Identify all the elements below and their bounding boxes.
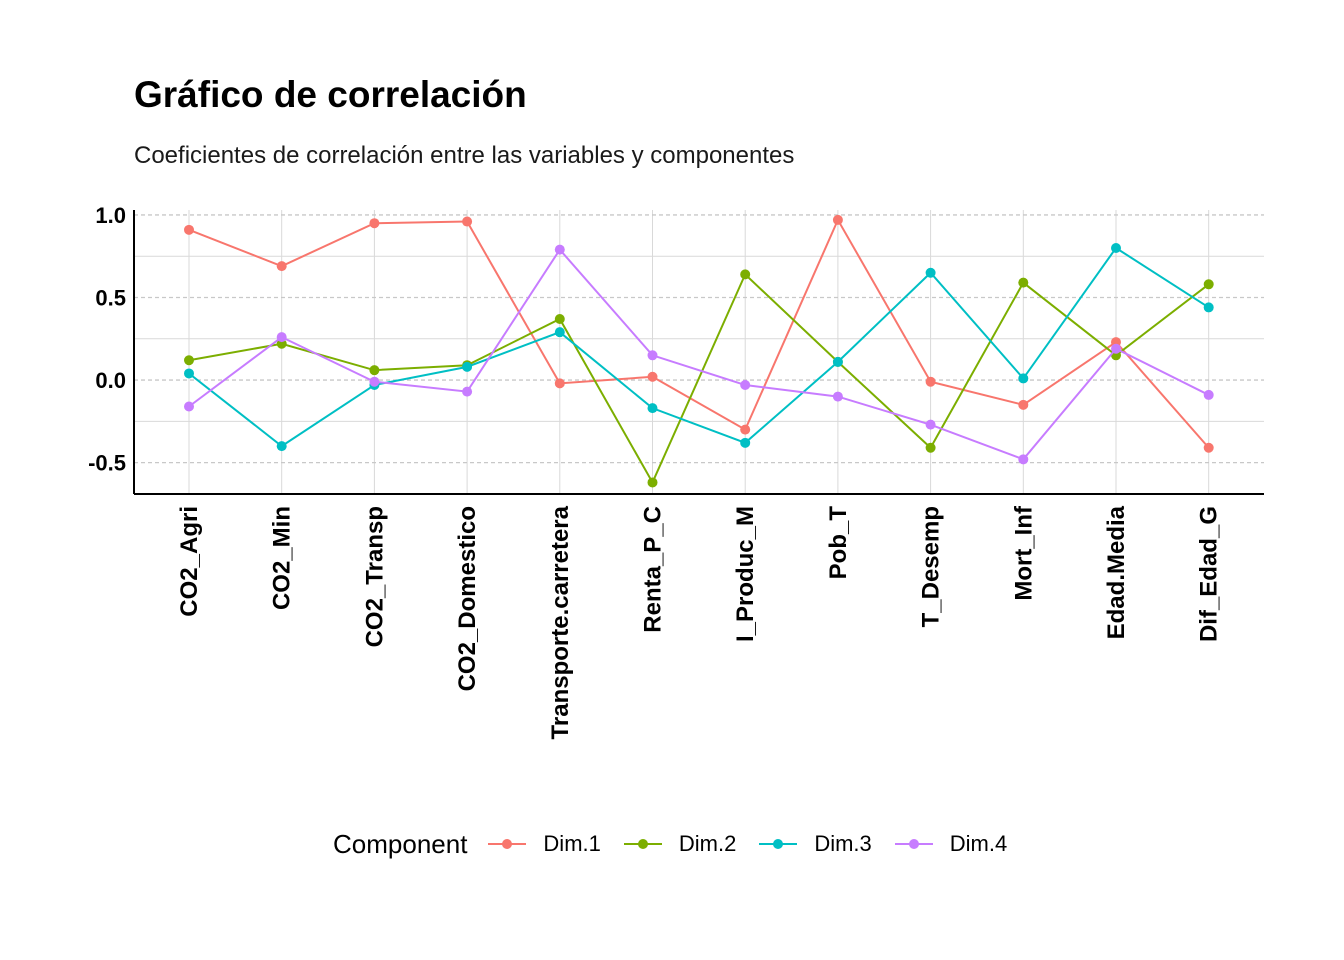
chart-subtitle: Coeficientes de correlación entre las va… bbox=[134, 142, 795, 169]
data-point bbox=[276, 441, 287, 452]
x-tick-label: CO2_Transp bbox=[361, 506, 388, 647]
legend-key bbox=[488, 839, 527, 849]
data-point bbox=[554, 378, 565, 389]
legend-label: Dim.3 bbox=[814, 831, 872, 856]
series-dim-3 bbox=[184, 242, 1214, 452]
y-tick-label: -0.5 bbox=[88, 451, 126, 476]
data-point bbox=[1111, 242, 1121, 253]
data-point bbox=[740, 380, 751, 391]
x-tick-label: T_Desemp bbox=[918, 506, 945, 627]
x-tick-label: Transporte.carretera bbox=[547, 505, 574, 739]
legend-key-point bbox=[502, 839, 513, 849]
data-point bbox=[1018, 399, 1029, 410]
data-point bbox=[369, 218, 380, 229]
x-tick-label: Pob_T bbox=[825, 506, 852, 580]
legend-key-point bbox=[637, 839, 648, 849]
data-point bbox=[740, 424, 751, 435]
axes bbox=[133, 210, 1264, 495]
data-point bbox=[647, 371, 658, 382]
series-line bbox=[188, 272, 1210, 485]
data-point bbox=[276, 261, 287, 272]
data-point bbox=[1018, 277, 1029, 288]
series-line bbox=[188, 247, 1210, 461]
data-point bbox=[554, 327, 565, 338]
data-point bbox=[1203, 389, 1214, 400]
legend-title: Component bbox=[333, 828, 468, 859]
legend-key bbox=[894, 839, 933, 849]
x-tick-label: Mort_Inf bbox=[1010, 505, 1037, 601]
series-dim-4 bbox=[184, 244, 1214, 465]
chart-title: Gráfico de correlación bbox=[134, 74, 527, 115]
legend-key-point bbox=[773, 839, 784, 849]
data-point bbox=[369, 376, 380, 387]
data-point bbox=[462, 216, 473, 227]
data-point bbox=[647, 403, 658, 414]
x-tick-label: Renta_P_C bbox=[640, 506, 667, 633]
data-point bbox=[554, 313, 565, 324]
x-tick-label: CO2_Min bbox=[269, 506, 296, 610]
legend-item: Dim.4 bbox=[892, 831, 1007, 857]
legend-key-point bbox=[908, 839, 919, 849]
data-point bbox=[184, 355, 194, 366]
data-point bbox=[647, 477, 658, 488]
data-point bbox=[369, 365, 380, 376]
grid-lines bbox=[134, 210, 1264, 494]
y-tick-label: 1.0 bbox=[95, 203, 126, 228]
data-point bbox=[647, 350, 658, 361]
legend: Component Dim.1 Dim.2 Dim.3 Dim.4 bbox=[333, 826, 1027, 862]
data-point bbox=[184, 401, 194, 412]
data-point bbox=[1018, 373, 1029, 384]
data-point bbox=[462, 386, 473, 397]
data-point bbox=[740, 437, 751, 448]
x-tick-label: I_Produc_M bbox=[732, 506, 759, 642]
data-point bbox=[184, 224, 194, 235]
series-dim-2 bbox=[184, 269, 1214, 488]
data-point bbox=[925, 376, 936, 387]
legend-item: Dim.1 bbox=[485, 831, 601, 857]
data-point bbox=[1203, 279, 1214, 290]
data-point bbox=[925, 267, 936, 278]
data-point bbox=[832, 356, 843, 367]
data-point bbox=[1111, 343, 1121, 354]
y-tick-label: 0.0 bbox=[95, 368, 126, 393]
data-point bbox=[925, 442, 936, 453]
legend-label: Dim.2 bbox=[678, 831, 737, 856]
legend-item: Dim.3 bbox=[756, 831, 872, 857]
x-tick-label: CO2_Agri bbox=[176, 506, 203, 617]
x-tick-label: CO2_Domestico bbox=[454, 506, 481, 691]
data-point bbox=[462, 361, 473, 372]
data-point bbox=[740, 269, 751, 280]
x-tick-labels: CO2_Agri CO2_Min CO2_Transp CO2_Domestico Tr… bbox=[176, 505, 1223, 739]
legend-key bbox=[759, 839, 798, 849]
x-tick-label: Dif_Edad_G bbox=[1196, 506, 1223, 642]
data-point bbox=[276, 332, 287, 343]
data-point bbox=[1018, 454, 1029, 465]
y-tick-label: 0.5 bbox=[95, 286, 126, 311]
legend-key bbox=[623, 839, 662, 849]
series-line bbox=[188, 217, 1210, 449]
data-point bbox=[1203, 302, 1214, 313]
series-lines bbox=[184, 214, 1214, 488]
data-point bbox=[925, 419, 936, 430]
series-dim-1 bbox=[184, 214, 1214, 453]
data-point bbox=[554, 244, 565, 255]
data-point bbox=[184, 368, 194, 379]
y-tick-labels: -0.5 0.0 0.5 1.0 bbox=[88, 203, 126, 476]
series-line bbox=[188, 246, 1210, 448]
x-tick-label: Edad.Media bbox=[1103, 505, 1130, 639]
legend-items: Dim.1 Dim.2 Dim.3 Dim.4 bbox=[485, 831, 1027, 857]
legend-item: Dim.2 bbox=[621, 831, 736, 857]
data-point bbox=[832, 214, 843, 225]
legend-label: Dim.4 bbox=[949, 831, 1008, 856]
data-point bbox=[832, 391, 843, 402]
data-point bbox=[1203, 442, 1214, 453]
legend-label: Dim.1 bbox=[543, 831, 601, 856]
